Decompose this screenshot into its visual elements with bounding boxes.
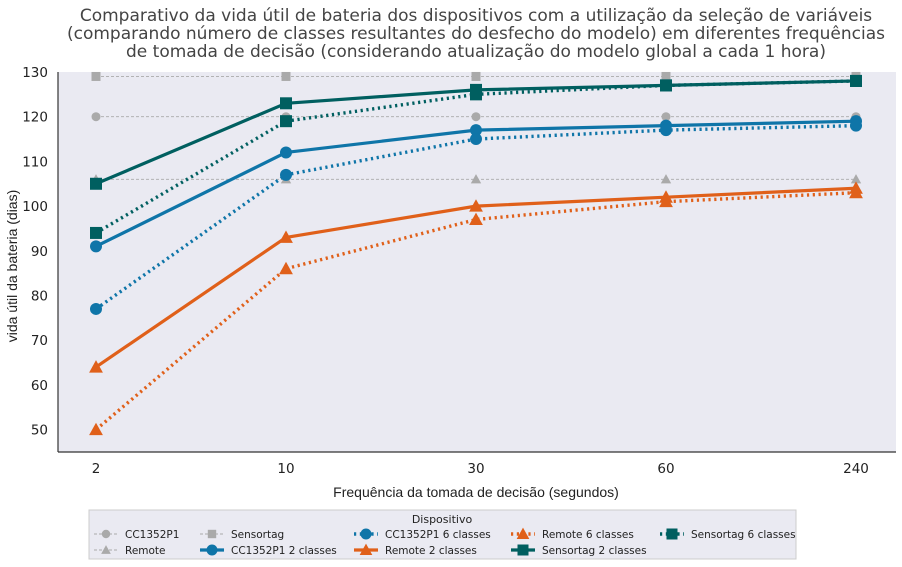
legend-item-remote: Remote bbox=[94, 545, 166, 557]
data-point bbox=[471, 112, 481, 122]
data-point bbox=[661, 71, 671, 81]
x-tick-label: 30 bbox=[467, 461, 484, 477]
legend-item-sensortag: Sensortag bbox=[200, 529, 284, 541]
legend-label: Remote 2 classes bbox=[385, 545, 477, 557]
legend-item-cc1352p1-2-classes: CC1352P1 2 classes bbox=[200, 544, 337, 557]
x-tick-label: 60 bbox=[657, 461, 674, 477]
chart-title-line: Comparativo da vida útil de bateria dos … bbox=[80, 6, 872, 26]
y-tick-label: 80 bbox=[31, 289, 48, 305]
data-point bbox=[469, 212, 483, 226]
x-tick-label: 240 bbox=[843, 461, 869, 477]
legend-label: CC1352P1 bbox=[125, 529, 179, 541]
legend-label: Remote 6 classes bbox=[542, 529, 634, 541]
data-point bbox=[281, 71, 291, 81]
data-point bbox=[660, 124, 672, 137]
data-point bbox=[470, 133, 482, 146]
data-point bbox=[279, 261, 293, 275]
x-axis-label: Frequência da tomada de decisão (segundo… bbox=[333, 484, 619, 500]
series-remote-6-classes bbox=[89, 185, 863, 436]
data-point bbox=[850, 174, 862, 184]
legend-label: Sensortag 6 classes bbox=[691, 529, 796, 541]
data-point bbox=[280, 168, 292, 181]
chart-title: Comparativo da vida útil de bateria dos … bbox=[67, 6, 885, 62]
data-point bbox=[91, 112, 101, 122]
data-point bbox=[661, 112, 671, 122]
y-tick-label: 50 bbox=[31, 423, 48, 439]
data-point bbox=[279, 230, 293, 243]
chart-title-line: de tomada de decisão (considerando atual… bbox=[126, 42, 826, 62]
data-point bbox=[90, 302, 102, 315]
data-point bbox=[90, 177, 102, 190]
chart-title-line: (comparando número de classes resultante… bbox=[67, 24, 885, 44]
axes bbox=[57, 72, 896, 453]
series-sensortag-6-classes bbox=[90, 74, 862, 239]
data-point bbox=[90, 240, 102, 253]
legend-item-cc1352p1-6-classes: CC1352P1 6 classes bbox=[354, 528, 491, 541]
legend-marker bbox=[207, 529, 217, 539]
legend-label: Remote bbox=[125, 545, 166, 557]
x-tick-label: 10 bbox=[277, 461, 294, 477]
data-point bbox=[470, 88, 482, 101]
y-axis-ticks: 50 60 70 80 90 100 110 120 130 bbox=[22, 65, 48, 439]
data-point bbox=[660, 174, 672, 184]
data-point bbox=[89, 360, 103, 373]
y-tick-label: 130 bbox=[22, 65, 48, 81]
series-line bbox=[95, 123, 857, 311]
legend-marker bbox=[666, 528, 678, 540]
data-point bbox=[470, 174, 482, 184]
data-point bbox=[850, 119, 862, 132]
legend-item-sensortag-2-classes: Sensortag 2 classes bbox=[511, 544, 647, 557]
legend-item-cc1352p1: CC1352P1 bbox=[94, 529, 179, 541]
legend-item-remote-2-classes: Remote 2 classes bbox=[354, 543, 477, 557]
data-point bbox=[89, 422, 103, 436]
y-tick-label: 60 bbox=[31, 378, 48, 394]
x-tick-label: 2 bbox=[92, 461, 101, 477]
legend-item-sensortag-6-classes: Sensortag 6 classes bbox=[660, 528, 796, 541]
legend-marker bbox=[360, 528, 372, 540]
legend-marker bbox=[359, 543, 373, 556]
legend-label: Sensortag bbox=[231, 529, 284, 541]
y-tick-label: 90 bbox=[31, 244, 48, 260]
y-axis-label: vida útil da bateria (dias) bbox=[4, 190, 20, 343]
legend-marker bbox=[206, 544, 218, 556]
data-point bbox=[659, 194, 673, 208]
y-tick-label: 120 bbox=[22, 110, 48, 126]
legend-label: CC1352P1 2 classes bbox=[231, 545, 337, 557]
data-point bbox=[660, 79, 672, 92]
y-tick-label: 70 bbox=[31, 333, 48, 349]
data-point bbox=[850, 74, 862, 87]
data-point bbox=[280, 115, 292, 128]
legend: Dispositivo CC1352P1 Remote Sensortag CC1352… bbox=[88, 509, 797, 560]
y-tick-label: 110 bbox=[22, 154, 48, 170]
data-point bbox=[280, 146, 292, 159]
legend-marker bbox=[101, 529, 111, 539]
legend-item-remote-6-classes: Remote 6 classes bbox=[511, 527, 634, 541]
data-point bbox=[471, 71, 481, 81]
legend-marker bbox=[516, 527, 530, 540]
series-cc1352p1-6-classes bbox=[90, 119, 862, 315]
legend-label: Sensortag 2 classes bbox=[542, 545, 647, 557]
data-point bbox=[470, 124, 482, 137]
legend-marker bbox=[101, 545, 111, 554]
data-point bbox=[280, 97, 292, 110]
data-point bbox=[91, 71, 101, 81]
legend-title: Dispositivo bbox=[412, 513, 473, 526]
y-tick-label: 100 bbox=[22, 199, 48, 215]
x-axis-ticks: 2 10 30 60 240 bbox=[92, 461, 869, 477]
legend-marker bbox=[517, 544, 529, 556]
data-point bbox=[90, 226, 102, 239]
data-point bbox=[469, 199, 483, 212]
legend-label: CC1352P1 6 classes bbox=[385, 529, 491, 541]
series-group bbox=[89, 71, 863, 436]
data-point bbox=[849, 185, 863, 199]
